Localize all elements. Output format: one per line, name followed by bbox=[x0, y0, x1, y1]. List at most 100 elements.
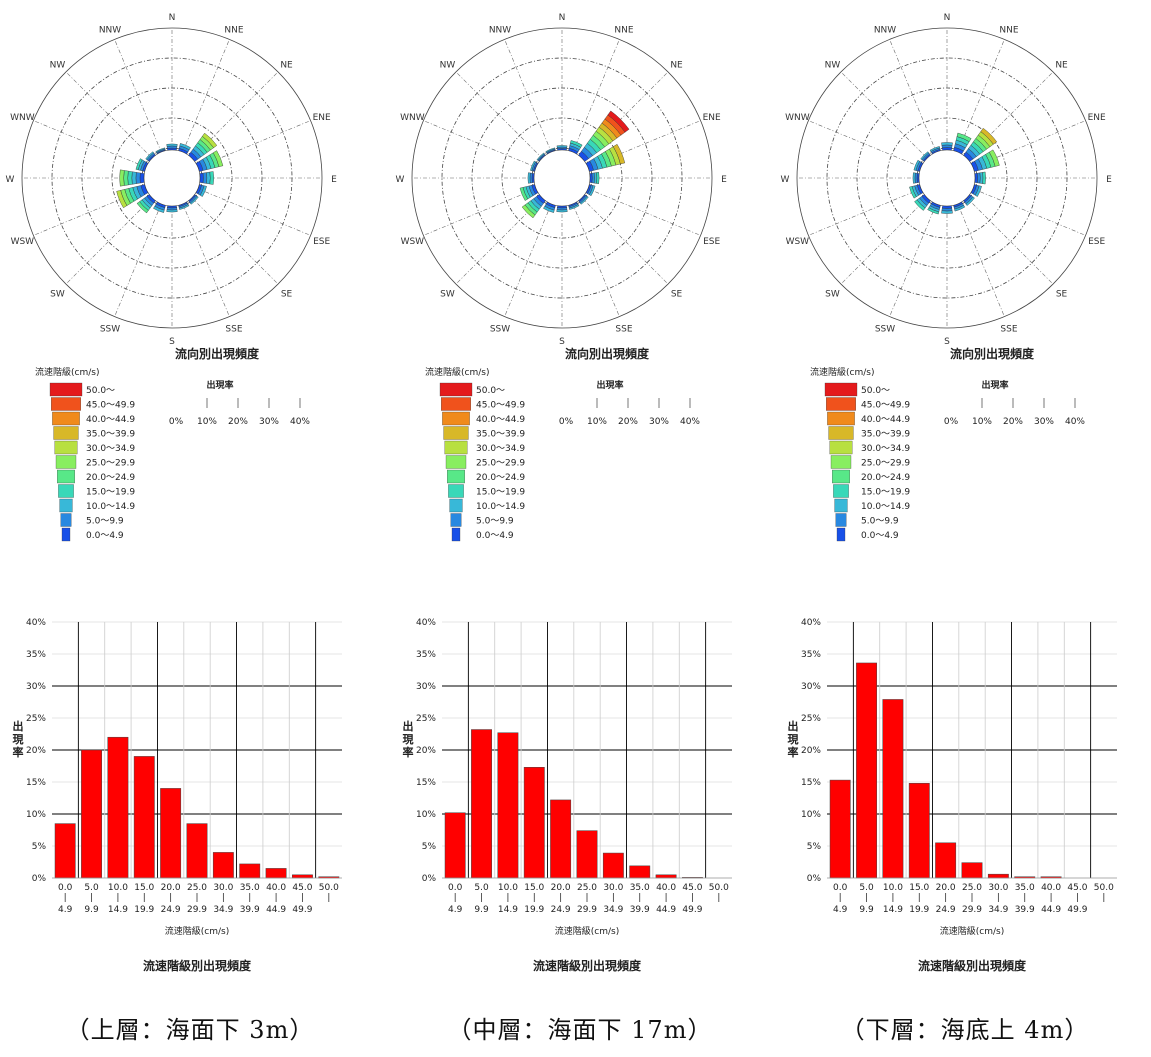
panel-middle: N NNE NE ENE E ESE SE SSE S SSW SW WSW W WNW NW NNW 流向別出… bbox=[390, 0, 770, 1057]
speed-legend-swatch bbox=[445, 455, 467, 469]
rose-wedge-segment bbox=[116, 190, 128, 209]
rose-wedge-segment bbox=[139, 172, 145, 184]
rose-direction-label: N bbox=[944, 13, 951, 23]
rose-wedge-segment bbox=[965, 196, 975, 206]
bar-ytick-label: 15% bbox=[26, 778, 46, 788]
bar-ytick-label: 15% bbox=[801, 778, 821, 788]
bar bbox=[444, 812, 466, 879]
bar bbox=[987, 873, 1009, 879]
rose-direction-label: NW bbox=[50, 60, 66, 70]
speed-legend-label: 0.0〜4.9 bbox=[86, 531, 124, 541]
bar-xtick-label-high: 9.9 bbox=[474, 905, 489, 915]
bar bbox=[882, 699, 904, 879]
speed-legend-swatch bbox=[54, 440, 78, 455]
rose-wedge-segment bbox=[974, 185, 982, 197]
bar bbox=[856, 662, 877, 879]
bar-chart-lower: 0% 5% 10% 15% 20% 25% 30% 35% 40% 0.0 4.9 5.0 9.9 10.… bbox=[788, 618, 1117, 973]
rose-direction-label: SE bbox=[281, 290, 293, 300]
speed-legend-label: 45.0〜49.9 bbox=[86, 401, 135, 411]
rose-wedge-segment bbox=[941, 144, 953, 149]
rose-direction-label: NE bbox=[280, 60, 293, 70]
bar-ytick-label: 35% bbox=[801, 650, 821, 660]
rose-center bbox=[143, 149, 201, 207]
rose-wedge-segment bbox=[927, 207, 940, 215]
bar-xtick-label-low: 5.0 bbox=[859, 883, 874, 893]
speed-legend-swatch bbox=[61, 527, 71, 542]
ratio-tick-label: 0% bbox=[169, 417, 184, 427]
rose-title: 流向別出現頻度 bbox=[950, 346, 1035, 361]
rose-wedge-segment bbox=[123, 170, 129, 186]
bar-xlabel: 流速階級(cm/s) bbox=[940, 925, 1004, 937]
rose-direction-label: NNW bbox=[489, 25, 511, 35]
rose-direction-label: ENE bbox=[1088, 113, 1106, 123]
bar-xtick-label-high: 34.9 bbox=[603, 905, 623, 915]
bar-ylabel-char: 現 bbox=[788, 733, 799, 746]
speed-legend-swatch bbox=[827, 411, 855, 426]
speed-legend-label: 45.0〜49.9 bbox=[861, 401, 910, 411]
speed-legend-label: 5.0〜9.9 bbox=[861, 517, 899, 527]
ratio-tick-label: 20% bbox=[228, 417, 248, 427]
speed-legend-label: 50.0〜 bbox=[861, 386, 890, 396]
bar bbox=[292, 874, 313, 879]
bar bbox=[629, 865, 651, 879]
bar-ytick-label: 35% bbox=[416, 650, 436, 660]
speed-legend-label: 0.0〜4.9 bbox=[476, 531, 514, 541]
bar bbox=[935, 842, 957, 879]
rose-direction-label: ESE bbox=[703, 237, 720, 247]
bar-ytick-label: 20% bbox=[26, 746, 46, 756]
ratio-tick-label: 20% bbox=[1003, 417, 1023, 427]
bar-xtick-label-high: 19.9 bbox=[524, 905, 544, 915]
bar-xtick-label-low: 35.0 bbox=[1015, 883, 1035, 893]
bar-ylabel-char: 出 bbox=[13, 719, 24, 733]
bar bbox=[550, 799, 572, 879]
ratio-tick-label: 10% bbox=[197, 417, 217, 427]
rose-direction-label: SSW bbox=[100, 325, 120, 335]
bar-title: 流速階級別出現頻度 bbox=[143, 958, 252, 973]
speed-legend-swatch bbox=[834, 498, 848, 513]
bar bbox=[212, 852, 234, 879]
rose-wedge-segment bbox=[145, 151, 155, 161]
speed-legend-swatch bbox=[824, 382, 858, 397]
bar bbox=[576, 830, 598, 879]
rose-wedge-segment bbox=[179, 204, 190, 210]
bar-ytick-label: 5% bbox=[807, 842, 822, 852]
speed-legend-swatch bbox=[52, 411, 80, 426]
caption-middle: （中層：海面下 17m） bbox=[447, 1016, 713, 1044]
speed-legend-swatch bbox=[51, 397, 81, 411]
rose-center bbox=[533, 149, 591, 207]
rose-direction-label: WNW bbox=[400, 113, 425, 123]
ratio-tick-label: 0% bbox=[944, 417, 959, 427]
bar-xtick-label-low: 50.0 bbox=[319, 883, 339, 893]
rose-wedge-segment bbox=[982, 171, 986, 185]
bar-xtick-label-high: 4.9 bbox=[58, 905, 73, 915]
bar-title: 流速階級別出現頻度 bbox=[533, 958, 642, 973]
caption-upper: （上層：海面下 3m） bbox=[65, 1016, 315, 1044]
speed-legend-swatch bbox=[53, 426, 79, 440]
rose-wedge-segment bbox=[127, 170, 133, 186]
bar-xtick-label-high: 39.9 bbox=[240, 905, 260, 915]
speed-legend-label: 50.0〜 bbox=[476, 386, 505, 396]
rose-wedge-segment bbox=[913, 159, 920, 171]
speed-legend-label: 50.0〜 bbox=[86, 386, 115, 396]
bar-xtick-label-low: 40.0 bbox=[266, 883, 286, 893]
rose-ring bbox=[796, 27, 1098, 329]
ratio-tick-label: 40% bbox=[290, 417, 310, 427]
rose-direction-label: SE bbox=[1056, 290, 1068, 300]
ratio-tick-label: 0% bbox=[559, 417, 574, 427]
speed-legend-swatch bbox=[57, 469, 75, 484]
speed-legend-title: 流速階級(cm/s) bbox=[810, 366, 874, 378]
bar-xtick-label-high: 39.9 bbox=[1015, 905, 1035, 915]
bar-xtick-label-high: 14.9 bbox=[108, 905, 128, 915]
bar-xtick-label-low: 30.0 bbox=[213, 883, 233, 893]
caption-lower: （下層：海底上 4m） bbox=[840, 1016, 1090, 1044]
ratio-title: 出現率 bbox=[981, 379, 1008, 391]
bar-ylabel-char: 現 bbox=[403, 733, 414, 746]
bar bbox=[908, 783, 930, 879]
rose-direction-label: SE bbox=[671, 290, 683, 300]
speed-legend-label: 10.0〜14.9 bbox=[476, 502, 525, 512]
rose-wedge-segment bbox=[607, 110, 630, 133]
bar bbox=[602, 852, 624, 879]
rose-wedge-segment bbox=[556, 209, 568, 213]
rose-wedge-segment bbox=[579, 195, 589, 205]
bar-xtick-label-low: 30.0 bbox=[988, 883, 1008, 893]
